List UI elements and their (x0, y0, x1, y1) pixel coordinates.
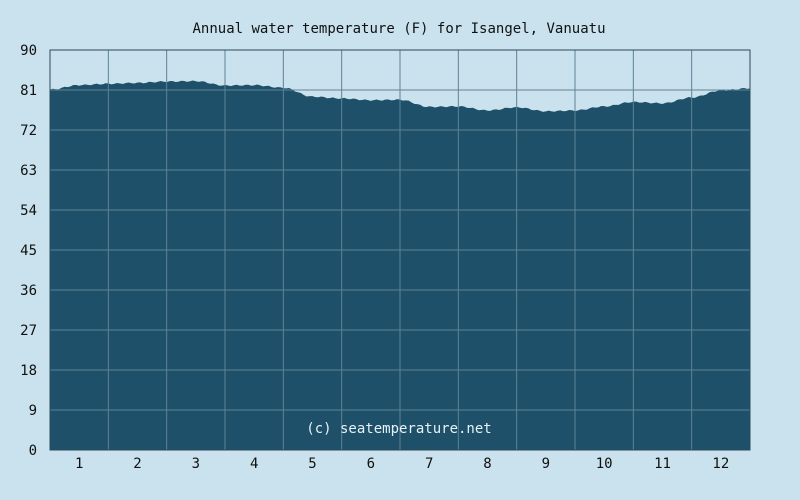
grid-lines (49, 49, 751, 451)
y-tick-label: 72 (20, 123, 37, 139)
x-tick-label: 9 (542, 456, 550, 472)
y-tick-label: 27 (20, 323, 37, 339)
y-axis-ticks: 0 9 18 27 36 45 54 63 72 81 90 (20, 43, 37, 459)
x-tick-label: 10 (596, 456, 613, 472)
y-tick-label: 36 (20, 283, 37, 299)
chart-title: Annual water temperature (F) for Isangel… (192, 21, 605, 37)
y-tick-label: 9 (29, 403, 37, 419)
y-tick-label: 45 (20, 243, 37, 259)
x-tick-label: 5 (308, 456, 316, 472)
credit-text: (c) seatemperature.net (306, 421, 491, 437)
x-tick-label: 12 (712, 456, 729, 472)
y-tick-label: 54 (20, 203, 37, 219)
x-tick-label: 2 (133, 456, 141, 472)
x-axis-ticks: 1 2 3 4 5 6 7 8 9 10 11 12 (75, 456, 729, 472)
y-tick-label: 90 (20, 43, 37, 59)
y-tick-label: 63 (20, 163, 37, 179)
x-tick-label: 1 (75, 456, 83, 472)
plot-border (49, 49, 751, 451)
x-tick-label: 4 (250, 456, 258, 472)
y-tick-label: 81 (20, 83, 37, 99)
x-tick-label: 3 (192, 456, 200, 472)
x-tick-label: 8 (483, 456, 491, 472)
x-tick-label: 7 (425, 456, 433, 472)
y-tick-label: 18 (20, 363, 37, 379)
x-tick-label: 11 (654, 456, 671, 472)
x-tick-label: 6 (367, 456, 375, 472)
y-tick-label: 0 (29, 443, 37, 459)
